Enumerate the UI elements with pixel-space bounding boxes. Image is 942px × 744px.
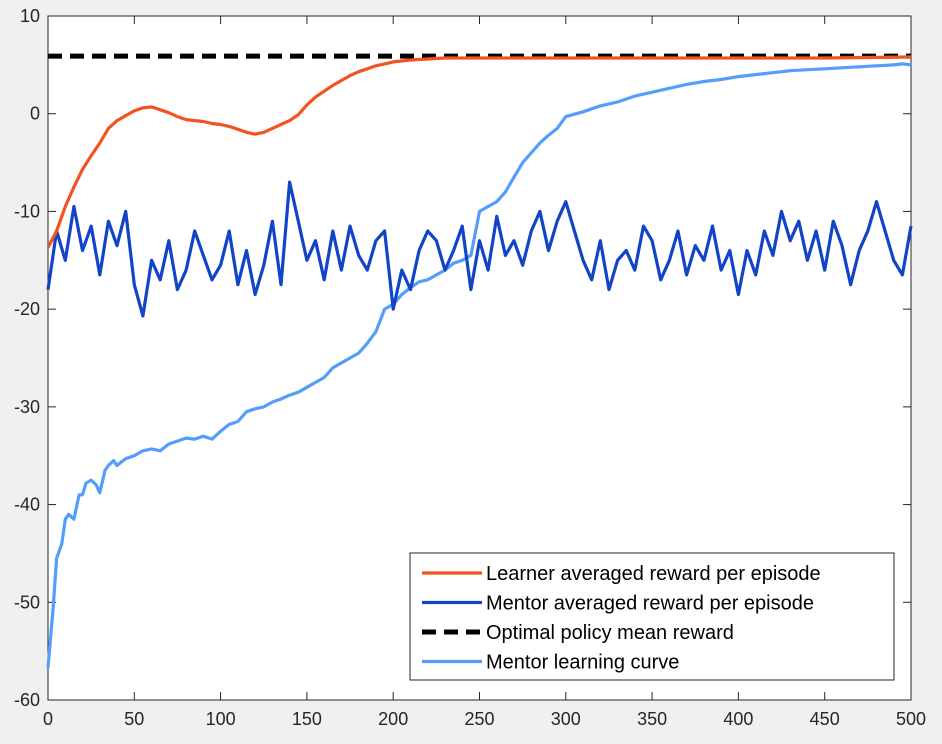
- y-tick-label: -60: [14, 690, 40, 710]
- legend: Learner averaged reward per episode Mento…: [409, 552, 895, 681]
- y-tick-label: -40: [14, 495, 40, 515]
- legend-box: [409, 552, 895, 681]
- x-tick-label: 500: [896, 709, 926, 729]
- legend-label-2: Optimal policy mean reward: [486, 622, 734, 644]
- series-line-0: [46, 55, 912, 249]
- y-tick-label: 0: [30, 104, 40, 124]
- x-tick-label: 50: [124, 709, 144, 729]
- y-tick-label: -30: [14, 397, 40, 417]
- x-tick-label: 350: [637, 709, 667, 729]
- x-tick-label: 100: [206, 709, 236, 729]
- x-tick-label: 400: [723, 709, 753, 729]
- legend-label-1: Mentor averaged reward per episode: [486, 593, 814, 615]
- x-tick-label: 150: [292, 709, 322, 729]
- y-tick-label: -20: [14, 299, 40, 319]
- legend-label-0: Learner averaged reward per episode: [486, 563, 821, 585]
- axis-ticks: 0 50 100 150 200 250 300 350 400 450 500-60-50-40-…: [14, 6, 926, 729]
- series-line-3: [46, 62, 912, 668]
- legend-label-3: Mentor learning curve: [486, 652, 679, 674]
- series-lines: [46, 53, 913, 668]
- y-tick-label: -50: [14, 592, 40, 612]
- x-tick-label: 300: [551, 709, 581, 729]
- series-line-1: [46, 180, 913, 318]
- x-tick-label: 200: [378, 709, 408, 729]
- x-tick-label: 450: [810, 709, 840, 729]
- y-tick-label: 10: [20, 6, 40, 26]
- y-tick-label: -10: [14, 201, 40, 221]
- x-tick-label: 250: [464, 709, 494, 729]
- x-tick-label: 0: [43, 709, 53, 729]
